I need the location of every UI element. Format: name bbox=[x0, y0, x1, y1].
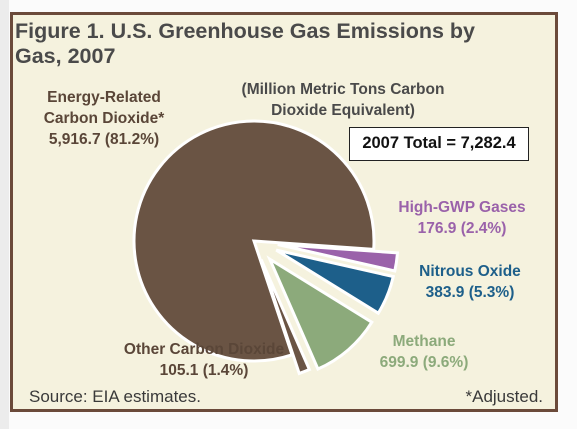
label-nitrous-oxide: Nitrous Oxide 383.9 (5.3%) bbox=[405, 261, 535, 303]
pie-chart bbox=[132, 119, 400, 376]
slice-nitrous-oxide bbox=[275, 248, 396, 316]
source-note: Source: EIA estimates. bbox=[29, 387, 201, 406]
chart-title: Figure 1. U.S. Greenhouse Gas Emissions … bbox=[15, 19, 476, 68]
label-hgwp-value: 176.9 (2.4%) bbox=[417, 220, 507, 237]
label-oco2-name: Other Carbon Dioxide bbox=[123, 341, 285, 358]
slice-high-gwp-gases bbox=[277, 242, 400, 273]
page-edge-strip bbox=[0, 0, 9, 429]
label-co2-line2: Carbon Dioxide* bbox=[43, 110, 165, 127]
label-other-co2: Other Carbon Dioxide 105.1 (1.4%) bbox=[99, 339, 309, 381]
total-box: 2007 Total = 7,282.4 bbox=[349, 127, 529, 161]
label-n2o-name: Nitrous Oxide bbox=[419, 263, 521, 280]
label-ch4-name: Methane bbox=[392, 333, 456, 350]
label-co2-value: 5,916.7 (81.2%) bbox=[48, 131, 160, 148]
label-oco2-value: 105.1 (1.4%) bbox=[159, 362, 249, 379]
label-hgwp-name: High-GWP Gases bbox=[398, 199, 526, 216]
label-ch4-value: 699.9 (9.6%) bbox=[379, 354, 469, 371]
label-energy-related-co2: Energy-Related Carbon Dioxide* 5,916.7 (… bbox=[27, 87, 181, 150]
label-high-gwp-gases: High-GWP Gases 176.9 (2.4%) bbox=[377, 197, 547, 239]
label-n2o-value: 383.9 (5.3%) bbox=[425, 284, 515, 301]
label-co2-line1: Energy-Related bbox=[47, 89, 161, 106]
slice-methane bbox=[266, 255, 374, 371]
figure-frame: Figure 1. U.S. Greenhouse Gas Emissions … bbox=[10, 12, 558, 412]
slice-other-co2 bbox=[259, 259, 312, 376]
chart-subtitle: (Million Metric Tons Carbon Dioxide Equi… bbox=[241, 81, 445, 119]
label-methane: Methane 699.9 (9.6%) bbox=[369, 331, 479, 373]
footnote: *Adjusted. bbox=[465, 387, 544, 406]
slice-energy-related-co2 bbox=[132, 119, 376, 363]
